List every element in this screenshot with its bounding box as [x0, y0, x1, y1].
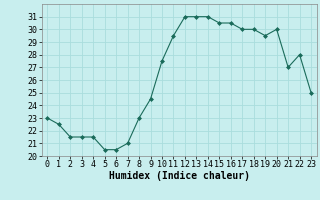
X-axis label: Humidex (Indice chaleur): Humidex (Indice chaleur): [109, 171, 250, 181]
